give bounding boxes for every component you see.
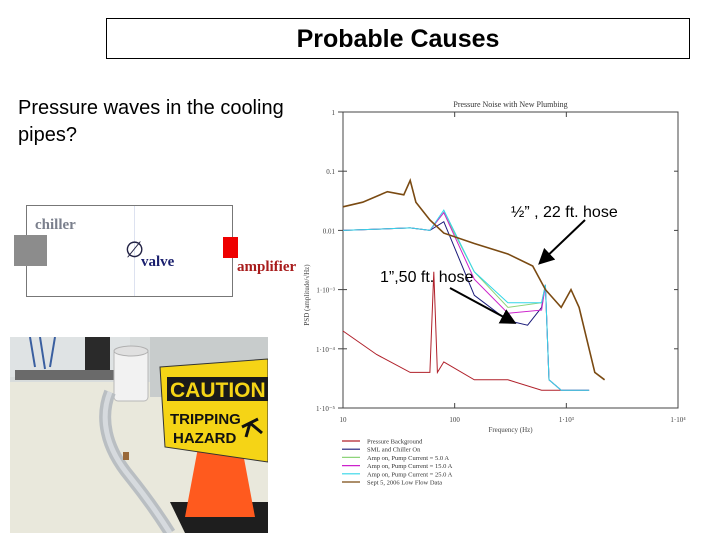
plot-frame <box>342 111 679 409</box>
legend-label: Amp on, Pump Current = 15.0 A <box>367 463 453 470</box>
legend-label: Sept 5, 2006 Low Flow Data <box>367 480 442 487</box>
y-tick-label: 0.01 <box>323 227 336 235</box>
one-inch-hose-annotation: 1”,50 ft. hose <box>380 269 474 286</box>
slide-title: Probable Causes <box>296 25 500 53</box>
legend-label: Pressure Background <box>367 439 423 446</box>
plumbing-diagram <box>26 205 233 297</box>
x-tick-label: 10 <box>340 416 348 424</box>
slide-subtitle: Pressure waves in the cooling pipes? <box>18 97 284 146</box>
hose-photo: CAUTION TRIPPING HAZARD <box>10 337 268 533</box>
chiller-label: chiller <box>35 217 76 233</box>
series-line <box>342 271 562 391</box>
tripping-text: TRIPPING <box>170 411 241 428</box>
series-line <box>342 211 590 391</box>
chiller-block-icon <box>14 235 47 266</box>
y-tick-label: 1·10⁻³ <box>316 287 335 295</box>
x-axis-label: Frequency (Hz) <box>488 426 533 434</box>
chart-title: Pressure Noise with New Plumbing <box>453 100 567 109</box>
caution-text: CAUTION <box>170 379 266 402</box>
legend-label: Amp on, Pump Current = 5.0 A <box>367 455 449 462</box>
series-line <box>342 177 606 381</box>
x-tick-label: 1·10³ <box>559 416 574 424</box>
series-line <box>342 220 590 391</box>
diagram-divider <box>134 206 135 296</box>
valve-icon: ∅ <box>125 238 145 263</box>
series-line <box>342 211 590 391</box>
half-inch-hose-annotation: ½” , 22 ft. hose <box>511 204 618 221</box>
chart-svg: Pressure Noise with New Plumbing 1 0.1 0.01… <box>303 100 686 487</box>
y-tick-label: 0.1 <box>326 168 335 176</box>
x-tick-label: 1·10⁴ <box>670 416 686 424</box>
hazard-text: HAZARD <box>173 430 236 447</box>
y-tick-label: 1·10⁻⁴ <box>316 346 336 354</box>
slide-title-box: Probable Causes <box>106 18 690 59</box>
series-line <box>342 209 590 391</box>
photo-illustration: CAUTION TRIPPING HAZARD <box>10 337 268 533</box>
y-tick-label: 1·10⁻⁵ <box>316 405 336 413</box>
amplifier-block-icon <box>223 237 238 258</box>
amplifier-label: amplifier <box>237 259 297 275</box>
legend-label: SML and Chiller On <box>367 447 421 454</box>
legend-label: Amp on, Pump Current = 25.0 A <box>367 471 453 478</box>
valve-label: valve <box>141 254 175 270</box>
y-axis-label: PSD (amplitude/√Hz) <box>303 264 311 326</box>
pressure-noise-chart: Pressure Noise with New Plumbing 1 0.1 0.01… <box>290 95 720 545</box>
x-tick-label: 100 <box>449 416 460 424</box>
y-tick-label: 1 <box>332 109 336 117</box>
